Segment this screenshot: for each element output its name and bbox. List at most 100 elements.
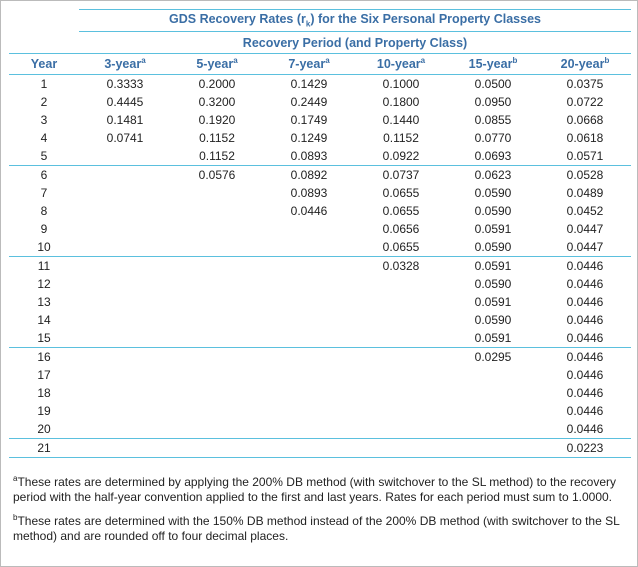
year-cell: 21 (9, 438, 79, 458)
header-text: 3-year (104, 57, 142, 72)
rate-cell: 0.1152 (199, 131, 235, 145)
year-cell: 8 (40, 204, 48, 218)
empty-cell (171, 311, 263, 329)
empty-cell (79, 275, 171, 293)
rate-cell: 0.1440 (382, 113, 420, 127)
year-cell: 5 (9, 147, 79, 166)
rate-cell: 0.0722 (566, 95, 604, 109)
rate-cell: 0.0446 (566, 386, 604, 400)
header-note: a (141, 56, 146, 66)
empty-cell (355, 384, 447, 402)
column-header: 15-yearb (447, 53, 539, 75)
rate-cell: 0.0893 (290, 186, 328, 200)
year-cell: 1 (40, 77, 48, 91)
empty-cell (79, 366, 171, 384)
rate-cell: 0.0446 (566, 350, 604, 364)
footnote: bThese rates are determined with the 150… (13, 510, 631, 544)
table-row: 13 0.0591 0.0446 (9, 293, 631, 311)
rate-cell: 0.0656 (382, 222, 420, 236)
rate-cell: 0.0950 (474, 95, 512, 109)
rate-cell: 0.1249 (290, 131, 328, 145)
header-text: 5-year (196, 57, 234, 72)
rate-cell: 0.0591 (474, 259, 512, 273)
empty-cell (263, 366, 355, 384)
rate-cell: 0.0590 (474, 186, 512, 200)
table-row: 19 0.0446 (9, 402, 631, 420)
empty-cell (171, 275, 263, 293)
footnote: aThese rates are determined by applying … (13, 471, 631, 505)
empty-cell (263, 293, 355, 311)
rate-cell: 0.0591 (447, 329, 539, 348)
empty-cell (355, 420, 447, 439)
empty-cell (171, 220, 263, 238)
rate-cell: 0.1481 (106, 113, 144, 127)
rate-cell: 0.0770 (474, 131, 512, 145)
rate-cell: 0.0447 (566, 222, 604, 236)
rate-cell: 0.0571 (539, 147, 631, 166)
header-text: 20-year (560, 57, 605, 72)
rate-cell: 0.0446 (539, 329, 631, 348)
rate-cell: 0.0693 (447, 147, 539, 166)
table-row: 16 0.0295 0.0446 (9, 348, 631, 367)
column-header: 20-yearb (539, 53, 631, 75)
empty-cell (171, 384, 263, 402)
rate-cell: 0.0328 (382, 259, 420, 273)
footnote-mark: b (13, 513, 18, 522)
rate-cell: 0.1800 (382, 95, 420, 109)
empty-cell (263, 311, 355, 329)
rate-cell: 0.0446 (566, 313, 604, 327)
empty-cell (171, 257, 263, 276)
header-note: a (325, 56, 330, 66)
header-row: Year 3-yeara 5-yeara 7-yeara 10-yeara 15-year… (9, 53, 631, 75)
empty-cell (171, 366, 263, 384)
rate-cell: 0.0893 (263, 147, 355, 166)
empty-cell (263, 220, 355, 238)
empty-cell (79, 238, 171, 257)
table-row: 8 0.0446 0.0655 0.0590 0.0452 (9, 202, 631, 220)
year-cell: 9 (40, 222, 48, 236)
empty-cell (171, 293, 263, 311)
empty-cell (447, 438, 539, 458)
table-body: 1 0.3333 0.2000 0.1429 0.1000 0.0500 0.0375 2 0.… (9, 75, 631, 458)
empty-cell (79, 184, 171, 202)
empty-cell (447, 402, 539, 420)
empty-cell (355, 438, 447, 458)
footnote-text: These rates are determined by applying t… (13, 475, 616, 504)
rate-cell: 0.0591 (474, 295, 512, 309)
empty-cell (171, 238, 263, 257)
footnote-mark: a (13, 474, 18, 483)
empty-cell (263, 384, 355, 402)
year-cell: 7 (40, 186, 48, 200)
empty-cell (263, 402, 355, 420)
year-cell: 6 (40, 168, 48, 182)
empty-cell (79, 438, 171, 458)
rate-cell: 0.0892 (290, 168, 328, 182)
empty-cell (263, 438, 355, 458)
rate-cell: 0.0655 (382, 186, 420, 200)
table-row: 9 0.0656 0.0591 0.0447 (9, 220, 631, 238)
recovery-table: GDS Recovery Rates (rk) for the Six Pers… (9, 9, 631, 458)
table-row: 4 0.0741 0.1152 0.1249 0.1152 0.0770 0.0618 (9, 129, 631, 147)
rate-cell: 0.0655 (355, 238, 447, 257)
rate-cell: 0.0223 (539, 438, 631, 458)
column-header: 10-yeara (355, 53, 447, 75)
empty-cell (79, 348, 171, 367)
empty-cell (355, 366, 447, 384)
rate-cell: 0.0446 (566, 259, 604, 273)
table-row: 21 0.0223 (9, 438, 631, 458)
rate-cell: 0.0528 (566, 168, 604, 182)
rate-cell: 0.0737 (382, 168, 420, 182)
rate-cell: 0.0922 (355, 147, 447, 166)
empty-cell (171, 202, 263, 220)
table-subtitle: Recovery Period (and Property Class) (79, 31, 631, 54)
title-text: ) for the Six Personal Property Classes (310, 12, 541, 27)
rate-cell: 0.0446 (566, 277, 604, 291)
rate-cell: 0.3200 (198, 95, 236, 109)
rate-cell: 0.4445 (106, 95, 144, 109)
empty-cell (263, 238, 355, 257)
empty-cell (79, 257, 171, 276)
title-text: GDS Recovery Rates (r (169, 12, 306, 27)
rate-cell: 0.3333 (106, 77, 144, 91)
rate-cell: 0.1152 (383, 131, 419, 145)
